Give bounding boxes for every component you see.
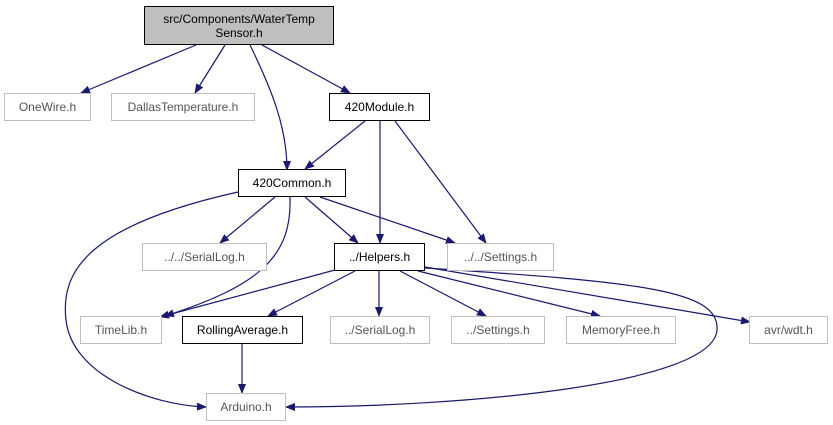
node-root-line1: src/Components/WaterTemp: [163, 11, 315, 26]
node-rollingaverage-h[interactable]: RollingAverage.h: [182, 316, 303, 344]
edge-helpers-to-memoryfree: [417, 270, 601, 318]
edge-420common-to-arduino: [64, 191, 239, 411]
edge-helpers-to-rolling: [267, 270, 356, 317]
edge-helpers-to-arduino: [285, 267, 718, 411]
node-avr-wdt-h: avr/wdt.h: [749, 316, 828, 344]
edge-root-to-onewire: [80, 44, 197, 94]
edge-420module-to-settings-up2: [394, 120, 487, 244]
node-seriallog-up1-h: ../SerialLog.h: [330, 316, 430, 344]
node-seriallog-up2-h: ../../SerialLog.h: [142, 243, 267, 271]
node-settings-up1-h: ../Settings.h: [451, 316, 545, 344]
edge-420module-to-420common: [304, 120, 366, 170]
edge-420common-to-helpers: [304, 196, 359, 244]
node-420module-h[interactable]: 420Module.h: [329, 93, 430, 121]
node-420common-h[interactable]: 420Common.h: [238, 169, 346, 197]
edge-helpers-to-timelib: [159, 269, 336, 319]
node-timelib-h: TimeLib.h: [80, 316, 162, 344]
node-helpers-h[interactable]: ../Helpers.h: [334, 243, 425, 271]
node-dallastemperature-h: DallasTemperature.h: [111, 93, 255, 121]
edge-helpers-to-settings-up1: [399, 270, 487, 317]
node-onewire-h: OneWire.h: [4, 93, 91, 121]
edge-root-to-dallas: [194, 44, 226, 94]
node-watertempsensor-h: src/Components/WaterTemp Sensor.h: [144, 6, 334, 45]
edge-root-to-420common: [249, 44, 291, 171]
node-arduino-h: Arduino.h: [206, 393, 286, 421]
edge-420common-to-settings-up2: [319, 196, 456, 244]
edge-420common-to-seriallog-up2: [219, 196, 276, 244]
node-memoryfree-h: MemoryFree.h: [566, 316, 676, 344]
node-settings-up2-h: ../../Settings.h: [447, 243, 554, 271]
edge-helpers-to-wdt: [424, 266, 751, 325]
node-root-line2: Sensor.h: [215, 25, 263, 40]
edge-root-to-420module: [261, 44, 351, 94]
